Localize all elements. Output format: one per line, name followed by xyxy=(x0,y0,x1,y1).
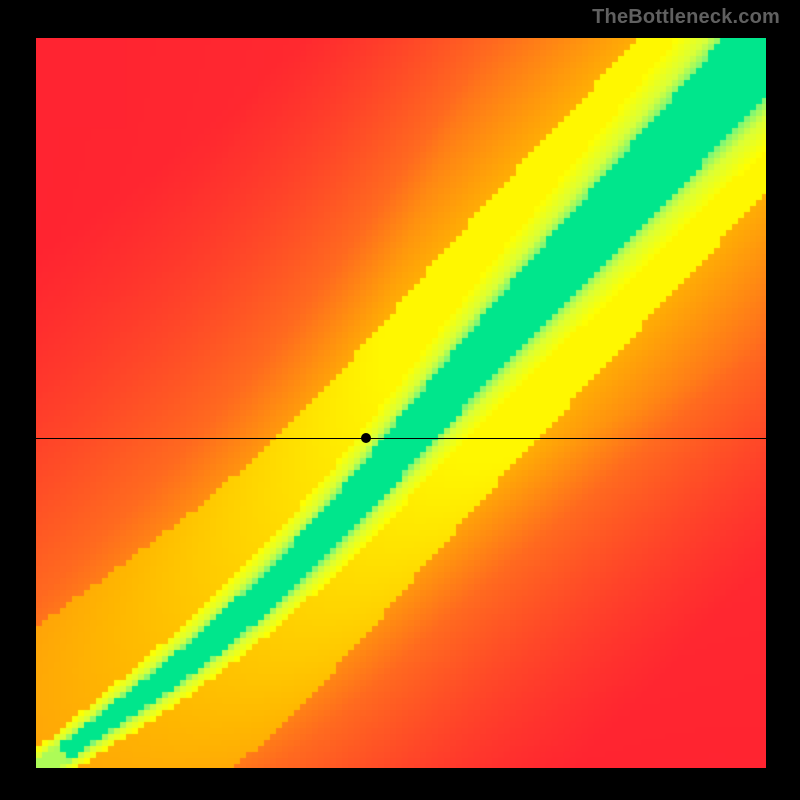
chart-container: TheBottleneck.com xyxy=(0,0,800,800)
plot-area xyxy=(36,38,766,768)
heatmap-canvas xyxy=(36,38,766,768)
watermark: TheBottleneck.com xyxy=(592,6,780,29)
